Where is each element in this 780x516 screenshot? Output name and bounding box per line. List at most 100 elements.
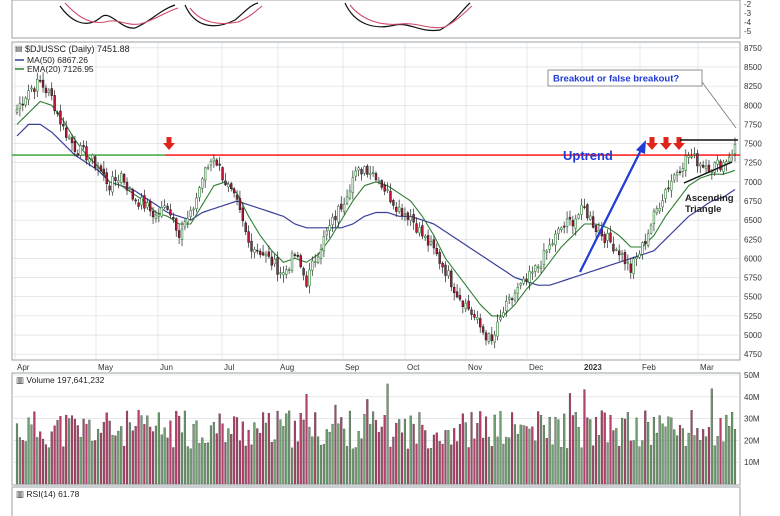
volume-bar-up: [47, 447, 50, 485]
volume-bar-up: [189, 448, 192, 485]
volume-bar-up: [88, 419, 91, 485]
volume-bar-down: [568, 393, 572, 485]
price-tick-label: 7250: [744, 159, 762, 168]
volume-bar-up: [641, 440, 644, 485]
volume-bar-down: [114, 435, 117, 485]
volume-bar-up: [429, 448, 433, 485]
candle-up: [528, 270, 531, 283]
candle-down: [114, 177, 117, 181]
volume-bar-up: [186, 446, 189, 485]
volume-bar-up: [597, 435, 600, 485]
candle-down: [562, 225, 566, 228]
volume-bar-up: [183, 410, 186, 485]
volume-bar-up: [664, 426, 667, 485]
price-tick-label: 7750: [744, 120, 762, 129]
candle-up: [348, 190, 352, 199]
candle-down: [490, 334, 494, 341]
candle-down: [568, 216, 572, 220]
candle-down: [73, 141, 77, 152]
volume-bar-down: [42, 438, 45, 485]
candle-down: [470, 309, 473, 315]
candle-up: [227, 183, 230, 188]
price-tick-label: 5500: [744, 293, 762, 302]
volume-bar-down: [334, 404, 337, 485]
volume-bar-up: [68, 418, 71, 485]
price-tick-label: 8250: [744, 82, 762, 91]
volume-bar-up: [195, 420, 198, 485]
candle-up: [690, 155, 693, 158]
volume-bar-down: [70, 415, 74, 485]
volume-bar-down: [293, 420, 296, 485]
candle-down: [33, 88, 36, 92]
volume-bar-down: [609, 415, 612, 485]
candle-up: [186, 217, 190, 223]
volume-bar-up: [418, 412, 421, 485]
volume-bar-down: [380, 426, 383, 485]
ema20-line: [16, 100, 736, 317]
volume-bar-down: [221, 423, 224, 485]
candle-down: [455, 291, 459, 298]
volume-bar-down: [525, 426, 528, 485]
top-tick-label: -3: [744, 9, 752, 18]
candle-up: [733, 144, 737, 155]
candle-up: [589, 215, 592, 220]
candle-up: [377, 180, 381, 183]
candle-up: [536, 266, 540, 269]
volume-tick-label: 20M: [744, 436, 760, 445]
volume-bar-down: [256, 428, 259, 485]
volume-bar-up: [146, 415, 149, 485]
candle-down: [151, 210, 155, 218]
candle-up: [496, 321, 499, 337]
volume-bar-up: [317, 436, 320, 485]
candle-down: [148, 201, 152, 212]
volume-bar-up: [632, 440, 635, 485]
candle-down: [131, 189, 135, 200]
breakout-leader-line: [701, 81, 737, 129]
resistance-arrow-feb-3: [673, 143, 685, 151]
candle-up: [476, 316, 479, 320]
volume-bar-down: [73, 418, 76, 485]
candle-up: [314, 261, 317, 263]
volume-bar-up: [117, 430, 120, 485]
volume-bar-down: [108, 420, 111, 485]
resistance-arrow-feb-3-shaft: [676, 137, 682, 144]
candle-up: [287, 269, 291, 271]
candle-down: [525, 278, 528, 282]
volume-bar-up: [201, 437, 204, 485]
volume-bar-up: [346, 446, 349, 485]
volume-bar-down: [467, 447, 470, 485]
candle-up: [507, 297, 511, 300]
candle-up: [641, 242, 644, 255]
volume-label: ▥ Volume 197,641,232: [16, 375, 105, 385]
candle-up: [319, 249, 323, 259]
candle-down: [62, 123, 65, 127]
volume-bar-down: [612, 430, 615, 485]
time-axis-label: Sep: [345, 363, 360, 372]
volume-bar-down: [314, 412, 317, 485]
candle-up: [409, 216, 412, 221]
volume-bar-up: [658, 415, 661, 485]
candle-down: [380, 180, 383, 188]
time-axis-label: Apr: [17, 363, 30, 372]
candle-down: [701, 164, 705, 168]
candle-up: [713, 162, 716, 173]
candle-up: [620, 253, 624, 255]
candle-up: [635, 256, 638, 260]
volume-bar-down: [235, 417, 239, 485]
candle-down: [221, 167, 224, 181]
volume-bar-down: [123, 445, 126, 485]
candle-up: [189, 210, 192, 217]
candle-down: [230, 183, 233, 189]
candle-down: [707, 164, 711, 172]
volume-bar-up: [311, 436, 314, 485]
ascending-triangle-line: [683, 161, 733, 184]
candle-down: [484, 332, 488, 341]
volume-bar-down: [296, 441, 299, 485]
candle-down: [299, 255, 302, 268]
candle-down: [276, 257, 279, 275]
candle-down: [617, 250, 621, 256]
candle-down: [56, 112, 59, 114]
price-tick-label: 8750: [744, 44, 762, 53]
candle-up: [554, 233, 557, 246]
